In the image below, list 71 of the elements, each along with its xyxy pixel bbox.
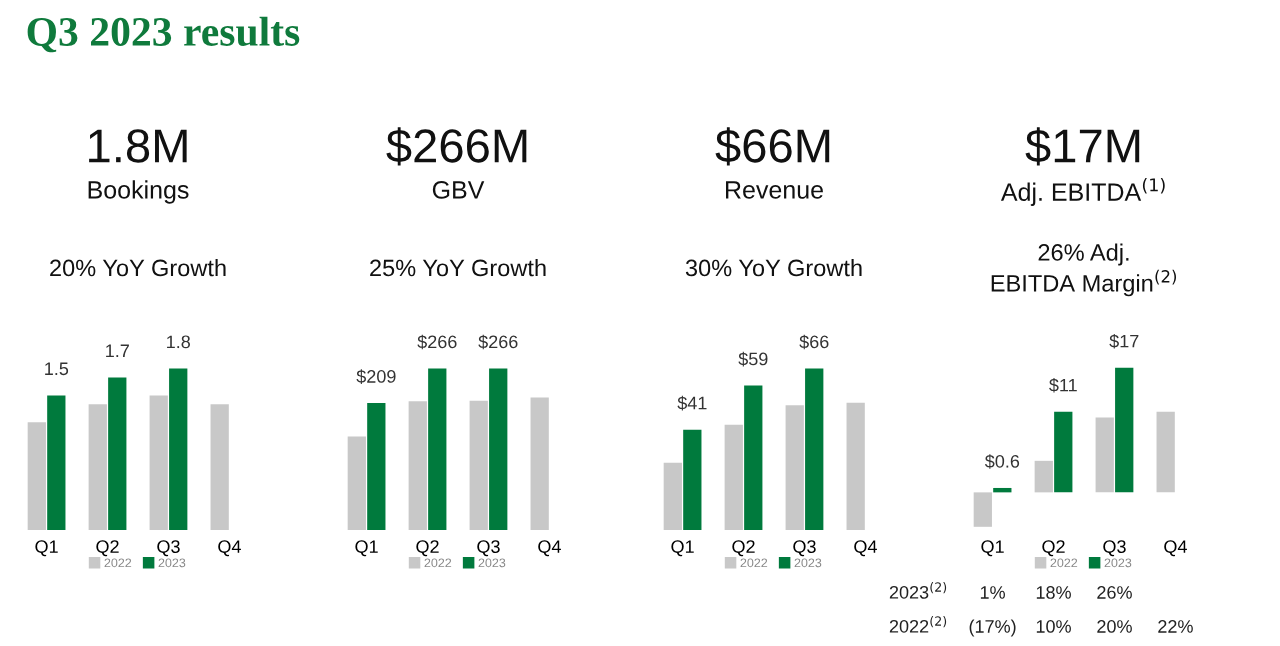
data-label: 1.8 bbox=[167, 335, 190, 349]
x-tick-label: Q1 bbox=[981, 540, 1004, 557]
bar bbox=[347, 436, 366, 530]
bar bbox=[993, 487, 1012, 493]
x-tick-label: Q1 bbox=[35, 540, 58, 557]
data-label: $11 bbox=[1049, 377, 1077, 393]
bar bbox=[428, 368, 447, 530]
bar bbox=[489, 368, 508, 530]
bar bbox=[846, 402, 865, 530]
bar bbox=[1034, 460, 1053, 493]
bar bbox=[47, 395, 66, 530]
text: 30% YoY Growth bbox=[685, 259, 862, 277]
data-label: $266 bbox=[478, 334, 518, 350]
x-tick-label: Q4 bbox=[854, 540, 877, 557]
chart-title: $17M bbox=[1025, 127, 1140, 166]
data-label: 1.5 bbox=[45, 362, 69, 376]
bar bbox=[27, 422, 46, 530]
text: 2022$^{(2)}$ (17%) 10% 20% 22% bbox=[889, 616, 1193, 637]
chart-subtitle: Adj. EBITDA$^{(1)}$ bbox=[1000, 177, 1165, 206]
data-label: $41 bbox=[677, 395, 707, 411]
text: 25% YoY Growth bbox=[370, 259, 546, 277]
bar bbox=[973, 492, 992, 527]
text: 2023$^{(2)}$ 1% 18% 26% bbox=[889, 582, 1132, 599]
text: 20% YoY Growth bbox=[50, 259, 226, 277]
data-label: 1.7 bbox=[106, 344, 129, 358]
chart-title: $66M bbox=[715, 127, 830, 166]
chart-title: 1.8M bbox=[89, 129, 187, 163]
data-label: $17 bbox=[1109, 333, 1139, 349]
bar bbox=[530, 397, 549, 530]
bar bbox=[805, 368, 824, 530]
bar bbox=[408, 401, 427, 530]
data-label: $59 bbox=[738, 351, 768, 367]
bar bbox=[785, 405, 804, 530]
bar bbox=[149, 395, 168, 530]
x-tick-label: Q3 bbox=[477, 540, 500, 557]
text: 26% Adj. EBITDA Margin$^{(2)}$ bbox=[991, 243, 1177, 297]
data-label: $209 bbox=[356, 369, 396, 384]
data-label: $0.6 bbox=[984, 454, 1020, 469]
x-tick-label: Q4 bbox=[538, 540, 561, 557]
bar bbox=[88, 404, 107, 530]
bar bbox=[744, 385, 763, 530]
bar bbox=[210, 404, 229, 530]
bar bbox=[1115, 367, 1134, 493]
bar bbox=[1054, 411, 1073, 493]
data-label: $266 bbox=[417, 334, 457, 350]
bar bbox=[724, 424, 743, 530]
chart-subtitle: Revenue bbox=[726, 181, 823, 199]
bar bbox=[367, 403, 386, 530]
x-tick-label: Q2 bbox=[416, 540, 439, 557]
x-tick-label: Q3 bbox=[793, 540, 816, 557]
data-label: $66 bbox=[799, 334, 829, 350]
x-tick-label: Q2 bbox=[1042, 540, 1065, 557]
bar bbox=[683, 429, 702, 530]
bar bbox=[169, 368, 188, 530]
chart-subtitle: GBV bbox=[432, 181, 485, 199]
x-tick-label: Q1 bbox=[671, 540, 694, 557]
bar bbox=[663, 462, 682, 530]
text: Q3 2023 results bbox=[27, 16, 300, 53]
chart-subtitle: Bookings bbox=[88, 180, 189, 204]
x-tick-label: Q1 bbox=[355, 540, 378, 557]
bar bbox=[1156, 411, 1175, 493]
bar bbox=[469, 400, 488, 530]
bar bbox=[108, 377, 127, 530]
bar bbox=[1095, 417, 1114, 493]
chart-title: $266M bbox=[386, 127, 527, 166]
x-tick-label: Q4 bbox=[1164, 540, 1187, 557]
x-tick-label: Q2 bbox=[732, 540, 755, 557]
x-tick-label: Q3 bbox=[157, 540, 180, 557]
x-tick-label: Q2 bbox=[96, 540, 119, 557]
x-tick-label: Q3 bbox=[1103, 540, 1126, 557]
x-tick-label: Q4 bbox=[218, 540, 241, 557]
